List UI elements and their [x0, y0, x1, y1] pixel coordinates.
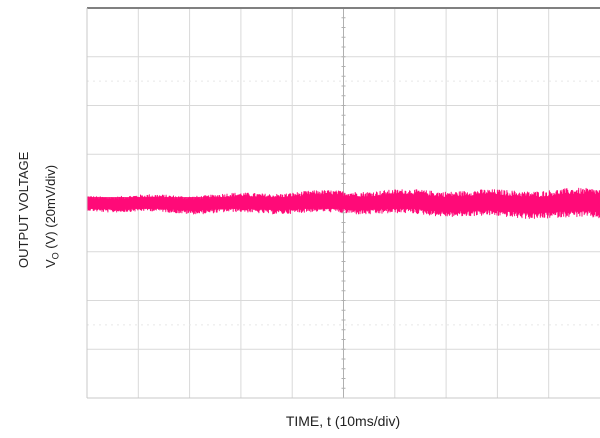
- x-axis-label: TIME, t (10ms/div): [0, 413, 600, 429]
- x-axis-label-text: TIME, t (10ms/div): [285, 413, 401, 429]
- y-axis-symbol: VO: [43, 252, 61, 268]
- trace-core-band: [87, 197, 600, 209]
- trace-layer: [86, 187, 600, 219]
- y-axis-label: OUTPUT VOLTAGE: [16, 151, 31, 268]
- y-axis-units: (V) (20mV/div): [43, 164, 58, 253]
- frame: [86, 7, 600, 399]
- y-axis-sublabel: VO (V) (20mV/div): [43, 165, 61, 268]
